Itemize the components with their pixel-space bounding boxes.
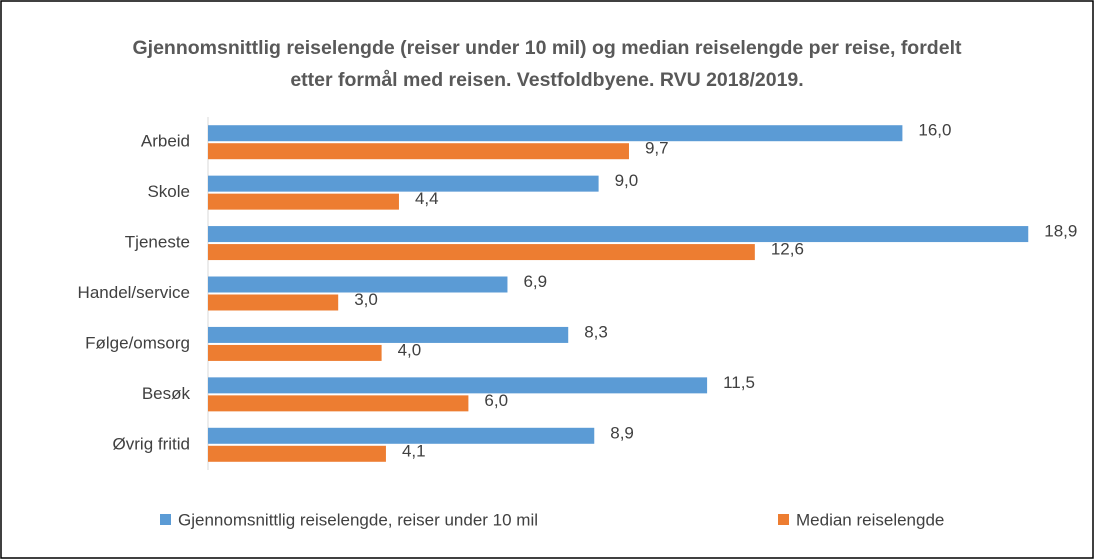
data-label: 6,0 (484, 391, 508, 410)
legend-swatch (778, 514, 789, 525)
y-tick-label: Besøk (142, 384, 191, 403)
y-tick-label: Følge/omsorg (85, 333, 190, 352)
data-label: 4,4 (415, 189, 439, 208)
y-tick-label: Tjeneste (125, 233, 190, 252)
legend-label: Gjennomsnittlig reiselengde, reiser unde… (178, 510, 538, 529)
bar (208, 276, 508, 293)
data-label: 11,5 (723, 373, 755, 392)
data-label: 4,0 (398, 340, 422, 359)
y-tick-label: Handel/service (78, 283, 190, 302)
data-label: 4,1 (402, 441, 426, 460)
bar (208, 326, 569, 343)
data-label: 6,9 (523, 272, 547, 291)
bar (208, 427, 595, 444)
y-tick-label: Skole (147, 182, 190, 201)
data-label: 9,7 (645, 139, 669, 158)
data-label: 18,9 (1044, 222, 1077, 241)
bar (208, 125, 903, 142)
data-label: 9,0 (615, 171, 639, 190)
bar (208, 175, 599, 192)
y-tick-label: Arbeid (141, 132, 190, 151)
bar (208, 244, 755, 261)
bar (208, 395, 469, 412)
bar (208, 445, 386, 462)
data-label: 8,3 (584, 322, 608, 341)
bar (208, 377, 708, 394)
y-tick-label: Øvrig fritid (113, 434, 190, 453)
chart-title: Gjennomsnittlig reiselengde (reiser unde… (132, 37, 962, 91)
bar (208, 294, 339, 311)
legend-swatch (160, 514, 171, 525)
bar (208, 143, 629, 160)
data-label: 12,6 (771, 240, 804, 259)
bar (208, 193, 399, 210)
data-label: 16,0 (918, 121, 951, 140)
data-label: 8,9 (610, 423, 634, 442)
bar (208, 344, 382, 361)
legend-label: Median reiselengde (796, 510, 944, 529)
data-label: 3,0 (354, 290, 378, 309)
bar (208, 226, 1029, 243)
